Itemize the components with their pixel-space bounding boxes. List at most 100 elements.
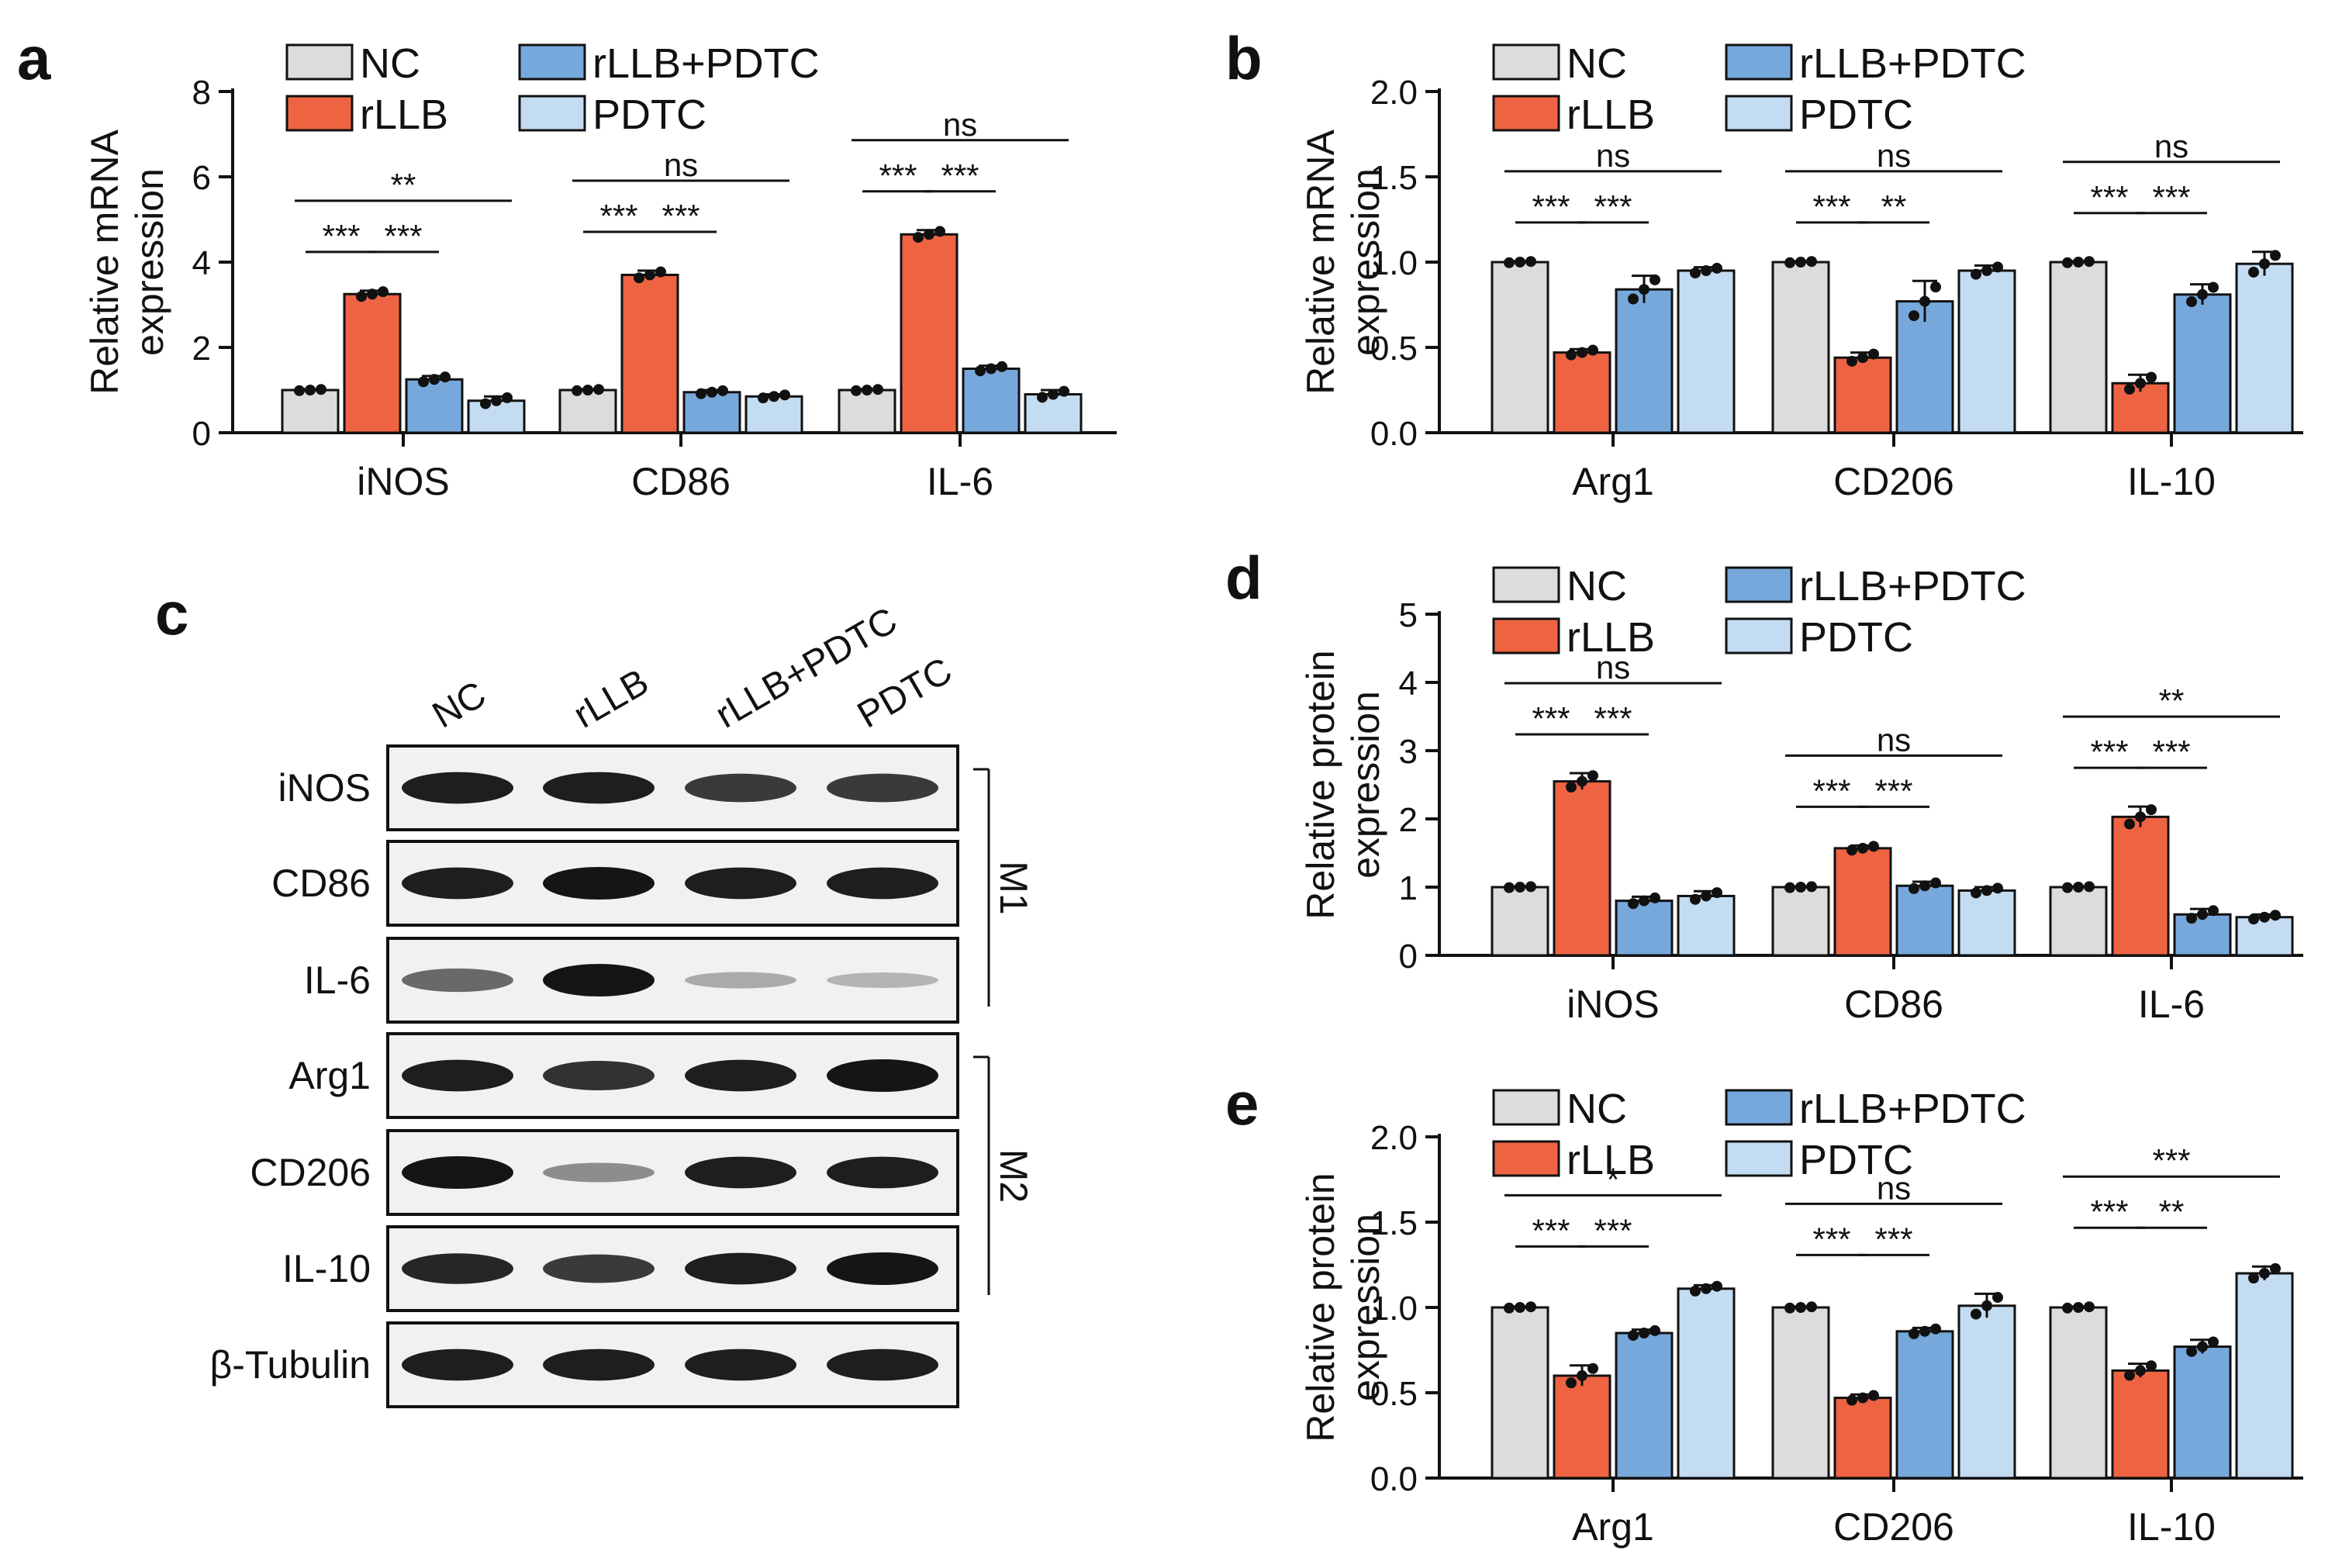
data-point — [1712, 1280, 1722, 1292]
blot-band — [543, 1349, 655, 1381]
bar-il-10-rllb-pdtc — [2173, 293, 2232, 434]
significance-label: ns — [1877, 137, 1911, 174]
data-point — [2197, 1341, 2208, 1352]
data-point — [2124, 383, 2135, 395]
data-point — [2259, 1268, 2270, 1279]
x-tick-label: CD86 — [1844, 983, 1943, 1026]
bar-cd206-nc — [1771, 261, 1830, 434]
data-point — [2146, 1360, 2157, 1372]
bar-il-10-pdtc — [2235, 262, 2294, 434]
data-point — [1857, 1392, 1868, 1404]
y-tick-label: 0 — [1399, 938, 1418, 976]
bar-il-10-nc — [2049, 261, 2108, 434]
data-point — [1971, 887, 1981, 899]
western-blot-panel-c: NC rLLB rLLB+PDTCPDTCiNOSCD86IL-6Arg1CD206… — [209, 600, 1035, 1408]
data-point — [872, 384, 883, 395]
y-tick-label: 0.0 — [1370, 415, 1418, 453]
data-point — [1628, 1330, 1639, 1342]
data-point — [2248, 266, 2259, 278]
blot-band — [827, 972, 938, 988]
y-tick-label: 5 — [1399, 596, 1418, 634]
x-tick-label: iNOS — [357, 460, 449, 503]
data-point — [1868, 841, 1879, 852]
significance-label: *** — [1812, 772, 1850, 809]
group-label-m1: M1 — [992, 861, 1035, 914]
bar-il-10-rllb-pdtc — [2173, 1345, 2232, 1480]
data-point — [1577, 1370, 1587, 1381]
data-point — [706, 386, 717, 398]
data-point — [1639, 895, 1649, 907]
y-tick-label: 4 — [1399, 665, 1418, 703]
bar-il-10-pdtc — [2235, 1272, 2294, 1480]
significance-label: ** — [391, 167, 416, 203]
legend-swatch-pdtc — [518, 95, 586, 132]
data-point — [367, 288, 378, 300]
bar-cd206-rllb — [1833, 1397, 1892, 1480]
data-point — [717, 385, 728, 396]
legend-swatch-nc — [1492, 43, 1560, 81]
blot-band — [827, 1156, 938, 1189]
data-point — [1059, 385, 1069, 397]
data-point — [1577, 347, 1587, 358]
y-tick-label: 1.0 — [1370, 244, 1418, 282]
data-point — [1566, 1377, 1577, 1389]
legend-label-pdtc: PDTC — [1799, 92, 1913, 138]
lane-label-pdtc: PDTC — [851, 650, 959, 736]
data-point — [502, 392, 513, 403]
significance-label: ns — [1877, 721, 1911, 758]
blot-band — [402, 1349, 513, 1381]
data-point — [1784, 257, 1795, 268]
bar-il-6-rllb — [2111, 815, 2170, 957]
data-point — [1806, 256, 1817, 268]
legend-swatch-rllb-pdtc — [1725, 1089, 1793, 1126]
bar-cd86-rllb — [1833, 847, 1892, 957]
blot-band — [402, 1253, 513, 1284]
legend-label-rllb: rLLB — [1567, 92, 1655, 138]
bar-il-6-pdtc — [1024, 393, 1083, 434]
data-point — [1515, 882, 1525, 893]
significance-label: *** — [1594, 700, 1632, 737]
legend-swatch-rllb-pdtc — [1725, 566, 1793, 603]
data-point — [2146, 804, 2157, 816]
panel-label-c: c — [155, 579, 188, 648]
legend-label-pdtc: PDTC — [1799, 1137, 1913, 1183]
significance-label: *** — [2090, 734, 2128, 770]
data-point — [1587, 1363, 1598, 1374]
blot-band — [543, 1254, 655, 1283]
panel-label-b: b — [1225, 24, 1263, 92]
data-point — [1048, 389, 1059, 400]
y-tick-label: 0 — [192, 415, 211, 453]
data-point — [356, 291, 367, 302]
x-tick-label: Arg1 — [1572, 460, 1654, 503]
data-point — [294, 385, 305, 396]
data-point — [1930, 281, 1941, 293]
data-point — [1909, 882, 1919, 894]
legend-swatch-pdtc — [1725, 95, 1793, 132]
data-point — [1784, 882, 1795, 893]
y-tick-label: 6 — [192, 159, 211, 197]
data-point — [1515, 1302, 1525, 1313]
bar-cd206-rllb-pdtc — [1895, 1330, 1954, 1480]
x-tick-label: CD206 — [1833, 460, 1954, 503]
blot-band — [402, 1059, 513, 1092]
data-point — [2186, 913, 2197, 924]
legend-swatch-pdtc — [1725, 1140, 1793, 1177]
y-axis-label: Relative proteinexpression — [1299, 1173, 1387, 1442]
data-point — [2124, 1369, 2135, 1381]
blot-band — [402, 1156, 513, 1189]
significance-label: ns — [1596, 137, 1630, 174]
bar-cd86-nc — [1771, 886, 1830, 957]
data-point — [1806, 881, 1817, 893]
legend-label-nc: NC — [1567, 563, 1627, 610]
data-point — [1930, 877, 1941, 889]
data-point — [2259, 258, 2270, 270]
significance-label: *** — [2152, 1142, 2190, 1179]
data-point — [934, 226, 945, 237]
x-tick-label: CD86 — [631, 460, 731, 503]
data-point — [2062, 257, 2073, 268]
data-point — [1857, 842, 1868, 854]
legend-label-rllb-pdtc: rLLB+PDTC — [1799, 563, 2026, 610]
significance-label: * — [1607, 1161, 1619, 1197]
data-point — [1515, 257, 1525, 268]
x-tick-label: IL-10 — [2127, 1505, 2216, 1549]
